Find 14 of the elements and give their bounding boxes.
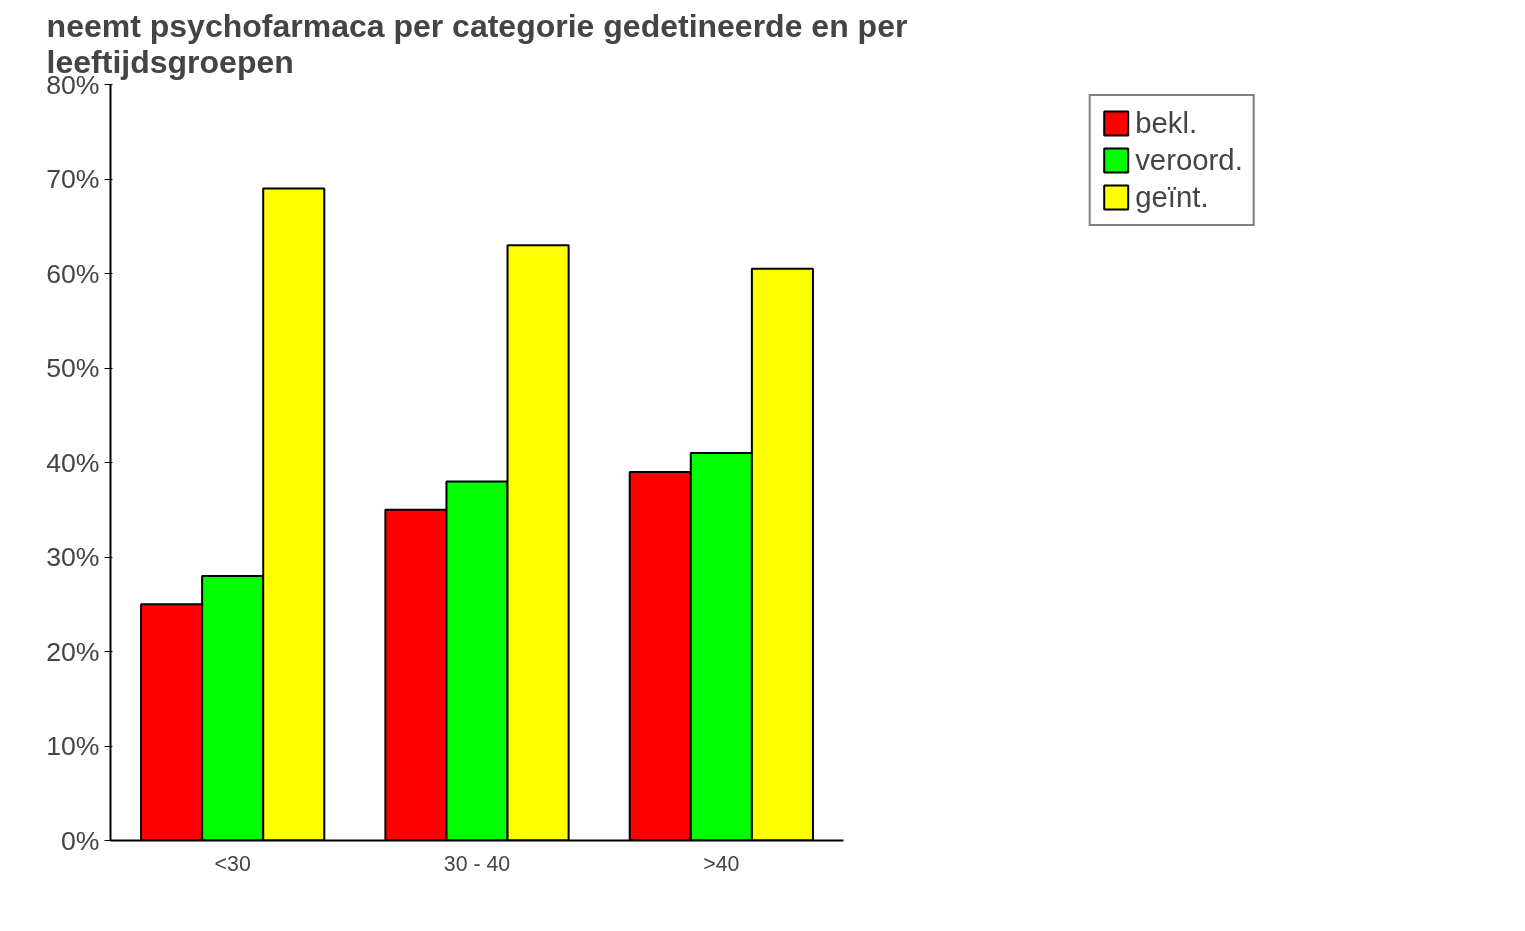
y-tick-label: 20% bbox=[46, 636, 100, 667]
y-tick-label: 0% bbox=[60, 825, 100, 856]
y-tick-label: 60% bbox=[46, 258, 100, 289]
legend-label: geïnt. bbox=[1135, 180, 1209, 214]
y-tick-label: 40% bbox=[46, 447, 100, 478]
y-tick-label: 10% bbox=[46, 731, 100, 761]
x-tick-label: 30 - 40 bbox=[443, 851, 511, 876]
y-tick-label: 30% bbox=[46, 542, 100, 572]
y-tick-label: 70% bbox=[46, 164, 100, 194]
legend-label: veroord. bbox=[1135, 143, 1243, 177]
x-tick-label: <30 bbox=[214, 851, 251, 876]
y-tick-label: 50% bbox=[46, 353, 100, 383]
legend-label: bekl. bbox=[1135, 106, 1198, 140]
x-tick-label: >40 bbox=[703, 851, 740, 876]
